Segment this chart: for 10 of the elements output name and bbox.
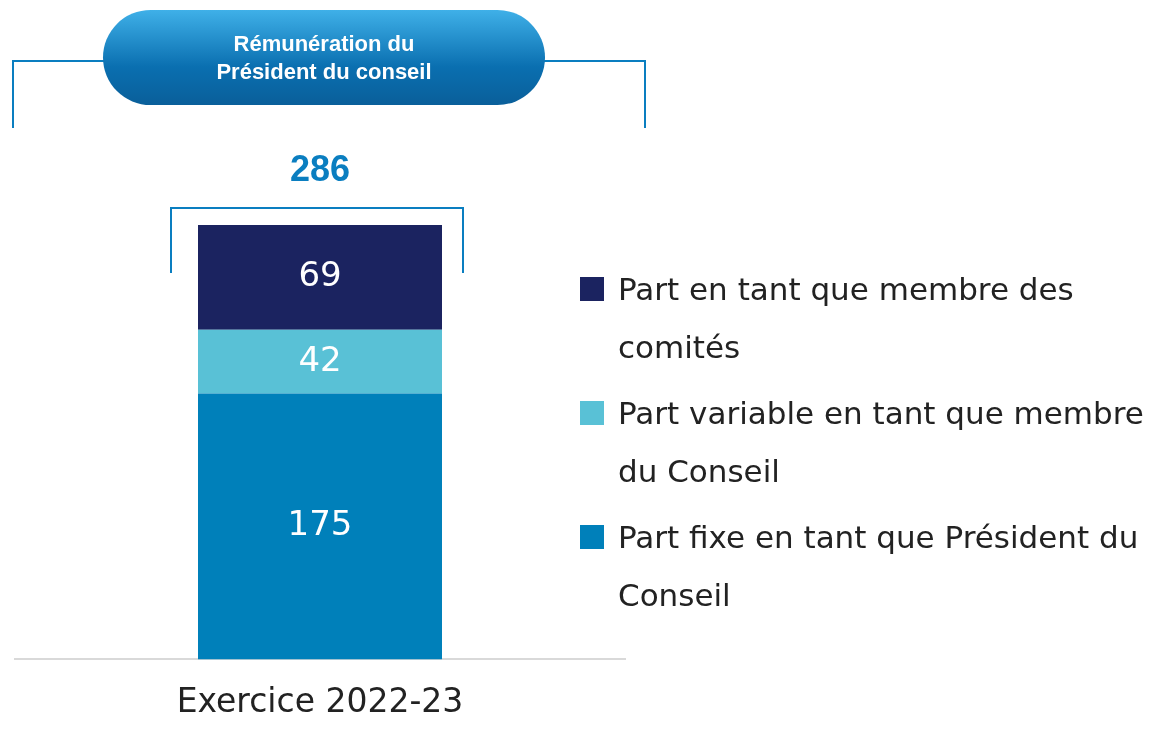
legend-label: Part fixe en tant que Président du Conseil bbox=[618, 518, 1140, 615]
total-label: 286 bbox=[289, 147, 351, 189]
x-tick-label: Exercice 2022-23 bbox=[176, 680, 464, 720]
data-label: 175 bbox=[287, 503, 353, 544]
legend-label: Part en tant que membre des comités bbox=[618, 270, 1075, 367]
chart-title: Rémunération du Président du conseil bbox=[215, 29, 433, 86]
data-label: 69 bbox=[298, 254, 342, 295]
pill-banner: Rémunération du Président du conseil bbox=[103, 10, 545, 105]
data-label: 42 bbox=[298, 338, 342, 379]
legend-label: Part variable en tant que membre du Conseil bbox=[618, 394, 1145, 491]
